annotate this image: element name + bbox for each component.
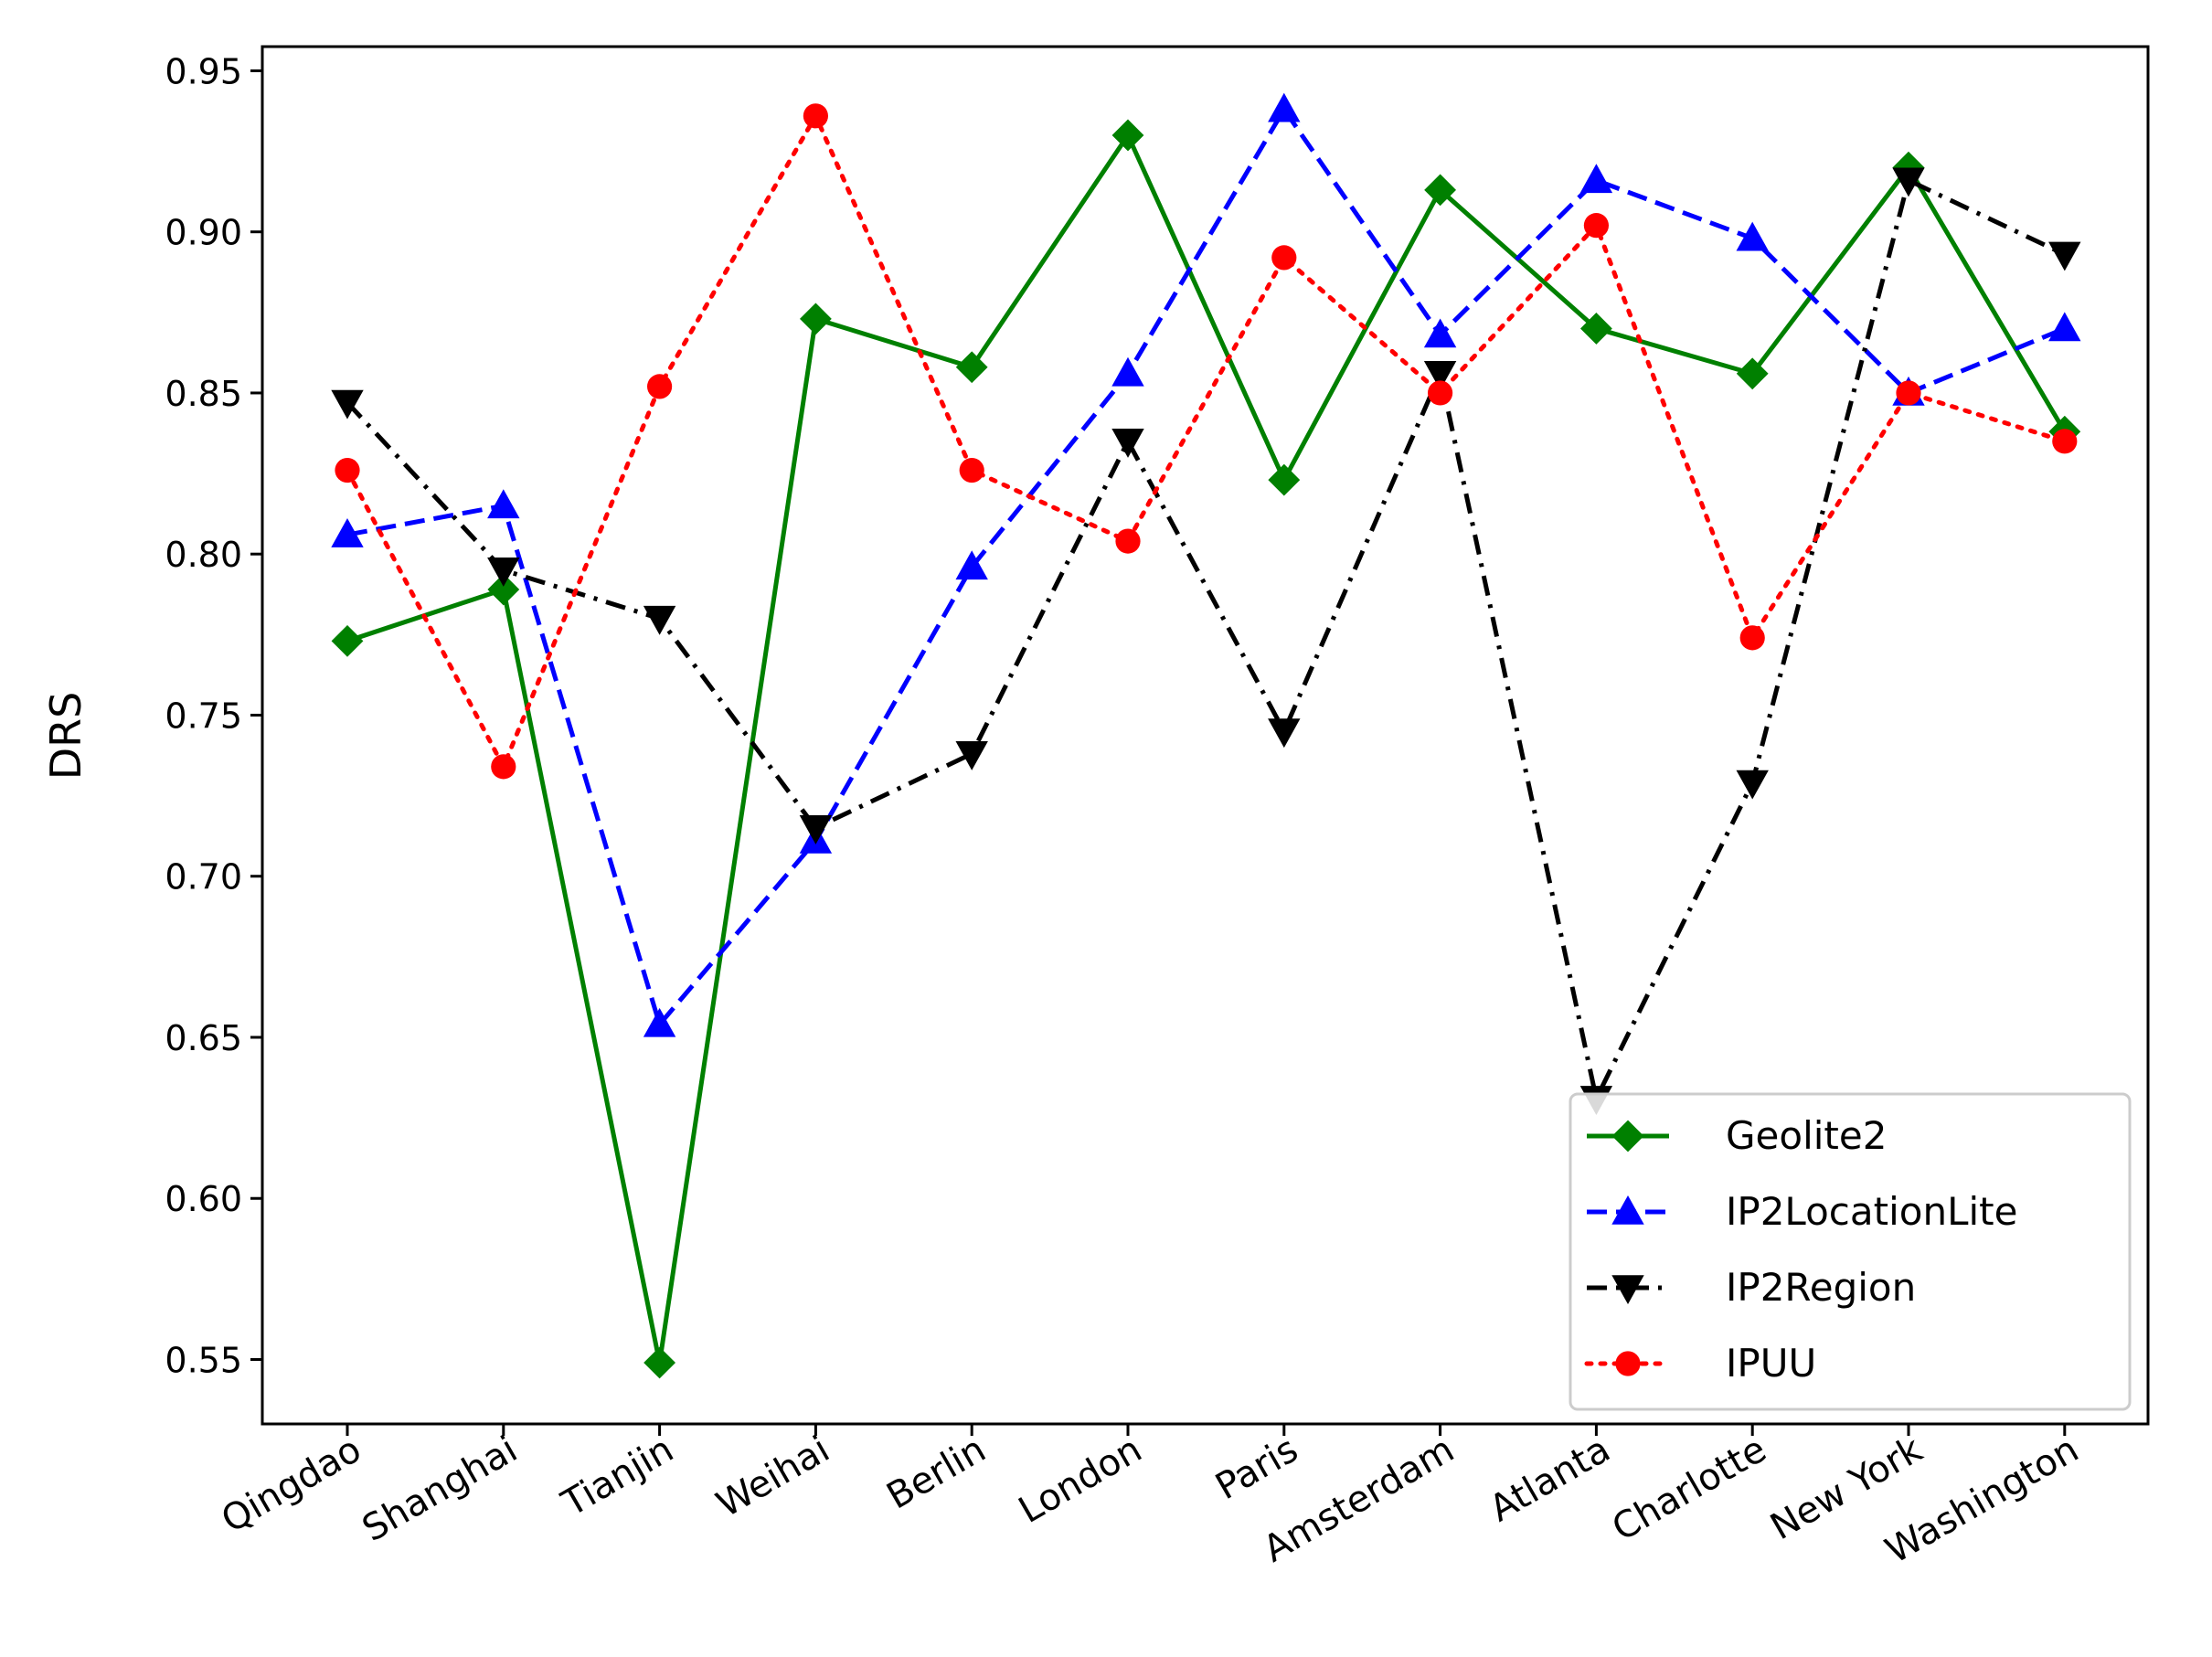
legend-label: Geolite2 — [1726, 1113, 1887, 1158]
data-point — [1739, 625, 1765, 651]
legend-marker — [1611, 1120, 1644, 1152]
data-point — [2048, 312, 2081, 342]
data-point — [1423, 361, 1457, 390]
x-tick-label: London — [1012, 1429, 1149, 1532]
data-point — [1736, 221, 1769, 251]
data-point — [1271, 245, 1297, 271]
y-tick-label: 0.85 — [165, 374, 242, 414]
series-layer — [331, 92, 2081, 1379]
legend-label: IPUU — [1726, 1341, 1816, 1386]
series-line — [346, 130, 2067, 1364]
data-point — [955, 550, 988, 580]
data-point — [643, 1346, 676, 1379]
data-point — [643, 1007, 676, 1037]
series-ipuu — [335, 103, 2078, 780]
legend-label: IP2Region — [1726, 1265, 1916, 1310]
x-tick-label: Shanghai — [356, 1429, 525, 1550]
data-point — [1736, 770, 1769, 800]
x-tick-label: Weihai — [709, 1429, 836, 1526]
y-axis: 0.55 0.60 0.65 0.70 0.75 0.80 0.85 0.90 0.95 — [165, 51, 262, 1380]
legend-marker — [1611, 1195, 1644, 1225]
data-point — [1428, 380, 1453, 406]
legend-box — [1569, 1092, 2132, 1411]
legend-item: Geolite2 — [1587, 1113, 1887, 1158]
x-tick-label: Berlin — [880, 1429, 994, 1518]
y-tick-label: 0.70 — [165, 857, 242, 898]
legend-item: IP2LocationLite — [1587, 1189, 2017, 1234]
data-point — [1424, 174, 1457, 207]
data-point — [803, 103, 829, 129]
data-point — [331, 389, 364, 420]
y-tick-label: 0.80 — [165, 535, 242, 575]
data-point — [487, 489, 520, 519]
y-axis-label: DRS — [41, 692, 90, 781]
series-ip2region — [331, 167, 2081, 1116]
y-tick-label: 0.65 — [165, 1018, 242, 1058]
data-point — [1111, 356, 1144, 387]
data-point — [799, 815, 833, 844]
data-point — [1423, 318, 1457, 348]
data-point — [1579, 164, 1613, 194]
data-point — [959, 457, 984, 483]
legend-marker — [1615, 1351, 1641, 1376]
y-tick-label: 0.60 — [165, 1179, 242, 1219]
data-point — [1268, 92, 1301, 122]
data-point — [1111, 119, 1144, 152]
legend: Geolite2 IP2LocationLite IP2Region IPUU — [1569, 1092, 2132, 1411]
x-tick-label: Paris — [1208, 1429, 1304, 1508]
data-point — [647, 374, 673, 399]
data-point — [487, 573, 520, 606]
data-point — [1268, 718, 1301, 749]
x-tick-label: Atlanta — [1483, 1429, 1617, 1531]
y-tick-label: 0.75 — [165, 696, 242, 736]
y-tick-label: 0.55 — [165, 1340, 242, 1380]
legend-label: IP2LocationLite — [1726, 1189, 2017, 1234]
x-tick-label: Charlotte — [1605, 1429, 1773, 1550]
series-line — [345, 111, 2068, 772]
data-point — [335, 457, 360, 483]
data-point — [799, 303, 832, 335]
plot-frame — [261, 45, 2150, 1426]
data-point — [1579, 313, 1612, 345]
y-tick-label: 0.90 — [165, 213, 242, 253]
data-point — [331, 518, 364, 547]
data-point — [1268, 463, 1301, 496]
y-tick-label: 0.95 — [165, 51, 242, 91]
series-geolite2 — [331, 119, 2081, 1379]
data-point — [2048, 241, 2081, 271]
legend-item: IP2Region — [1587, 1265, 1916, 1310]
data-point — [331, 624, 364, 657]
data-point — [1892, 167, 1925, 197]
data-point — [1583, 213, 1609, 239]
data-point — [1736, 357, 1769, 390]
data-point — [1896, 380, 1921, 406]
data-point — [955, 740, 988, 770]
data-point — [1115, 528, 1141, 554]
data-point — [491, 754, 516, 780]
x-tick-label: Tianjin — [555, 1429, 681, 1525]
legend-marker — [1611, 1275, 1644, 1305]
data-point — [2052, 429, 2078, 454]
data-point — [643, 605, 676, 635]
data-point — [1111, 429, 1144, 458]
x-tick-label: Qingdao — [215, 1429, 368, 1542]
data-point — [487, 558, 520, 587]
legend-item: IPUU — [1584, 1341, 1816, 1386]
data-point — [955, 351, 988, 384]
